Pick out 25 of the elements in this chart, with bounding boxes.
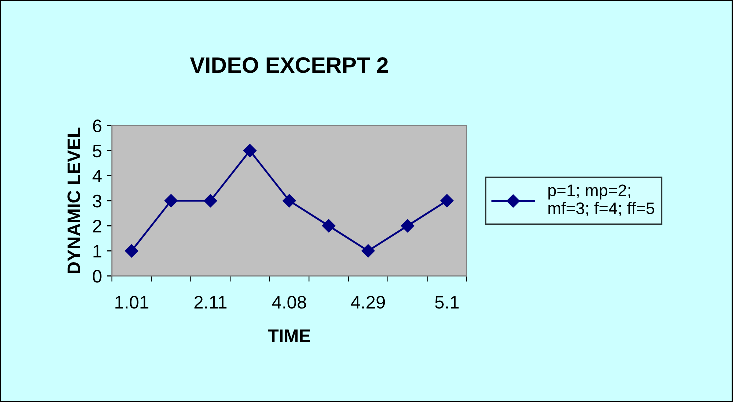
point <box>322 219 336 233</box>
x-tick-label: 4.29 <box>351 296 386 309</box>
y-tick-label: 6 <box>93 120 102 133</box>
point <box>164 194 178 208</box>
y-tick-label: 1 <box>94 245 102 258</box>
x-tick-label: 2.11 <box>194 296 227 309</box>
point <box>440 194 454 208</box>
chart-title: VIDEO EXCERPT 2 <box>190 58 388 74</box>
legend-label: p=1; mp=2; mf=3; f=4; ff=5 <box>548 184 655 216</box>
y-tick-label: 3 <box>93 194 102 208</box>
x-tick-label: 4.08 <box>272 296 306 309</box>
point <box>204 194 218 208</box>
x-tick-label: 5.1 <box>435 296 459 309</box>
y-tick-label: 5 <box>93 145 102 158</box>
y-axis-title: DYNAMIC LEVEL <box>68 128 80 274</box>
y-tick-label: 4 <box>92 170 102 182</box>
x-tick-label: 1.01 <box>116 296 149 309</box>
y-tick-label: 2 <box>93 220 102 233</box>
point <box>125 244 138 258</box>
point <box>282 194 296 208</box>
y-tick-label: 0 <box>93 270 102 283</box>
point <box>362 244 375 258</box>
point <box>244 144 257 158</box>
x-axis-title: TIME <box>268 330 310 342</box>
point <box>401 219 414 233</box>
